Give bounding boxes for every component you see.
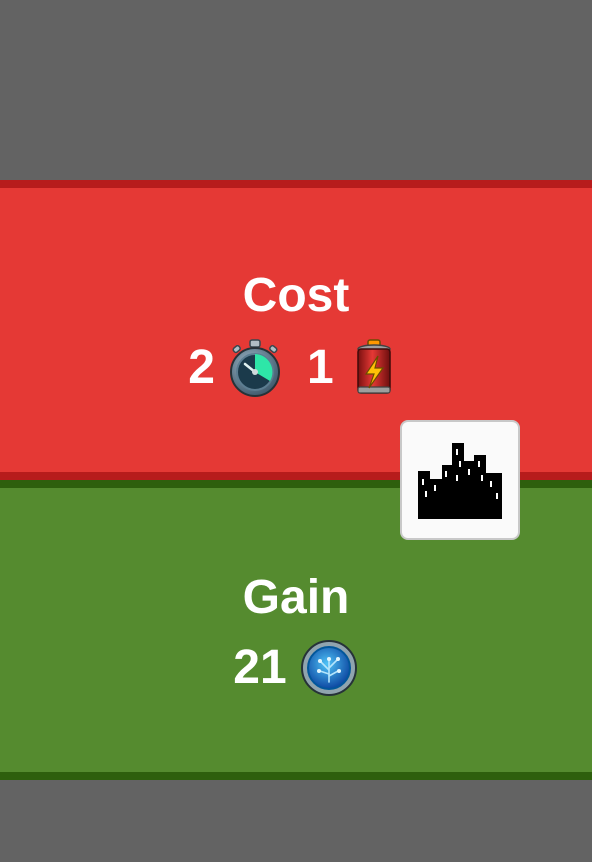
cost-panel: Cost 2 1 <box>0 180 592 480</box>
research-orb-icon <box>300 640 357 696</box>
energy-cost-amount: 1 <box>307 341 334 394</box>
gain-row: 21 <box>0 636 592 700</box>
research-gain-amount: 21 <box>233 641 287 694</box>
gain-title: Gain <box>242 571 350 624</box>
battery-icon <box>356 339 391 394</box>
city-skyline-icon <box>418 443 502 519</box>
cost-title: Cost <box>242 269 350 322</box>
cost-row: 2 1 <box>0 336 592 400</box>
stopwatch-icon <box>230 339 280 397</box>
city-card[interactable] <box>400 420 520 540</box>
time-cost-amount: 2 <box>188 341 215 394</box>
